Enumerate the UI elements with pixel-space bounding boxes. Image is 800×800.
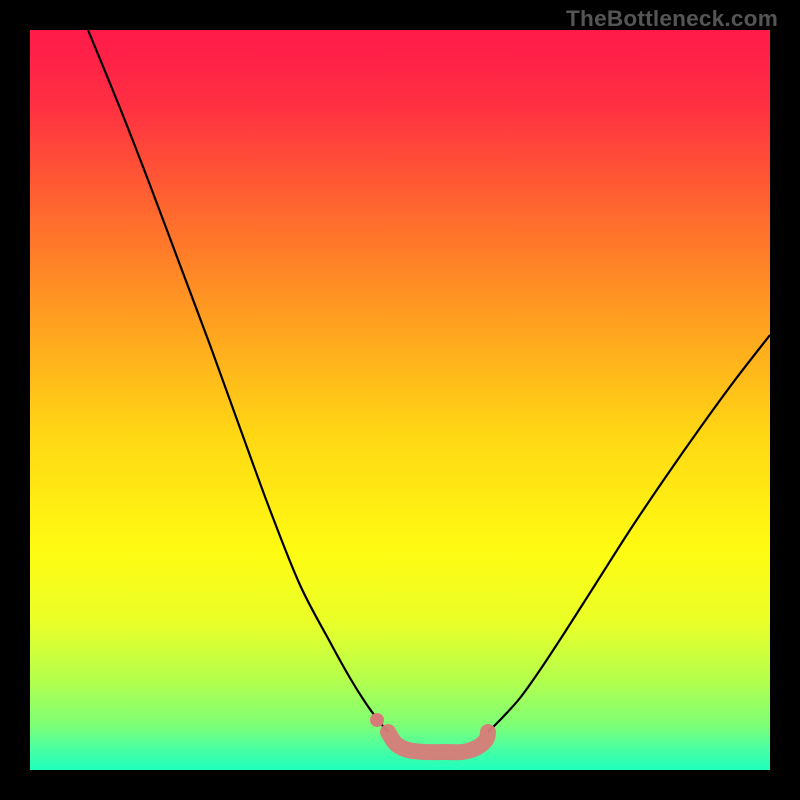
watermark-text: TheBottleneck.com: [566, 6, 778, 32]
bottleneck-chart-svg: [30, 30, 770, 770]
bottleneck-chart: [30, 30, 770, 770]
chart-frame: TheBottleneck.com: [0, 0, 800, 800]
chart-background: [30, 30, 770, 770]
trough-left-dot: [370, 713, 384, 727]
